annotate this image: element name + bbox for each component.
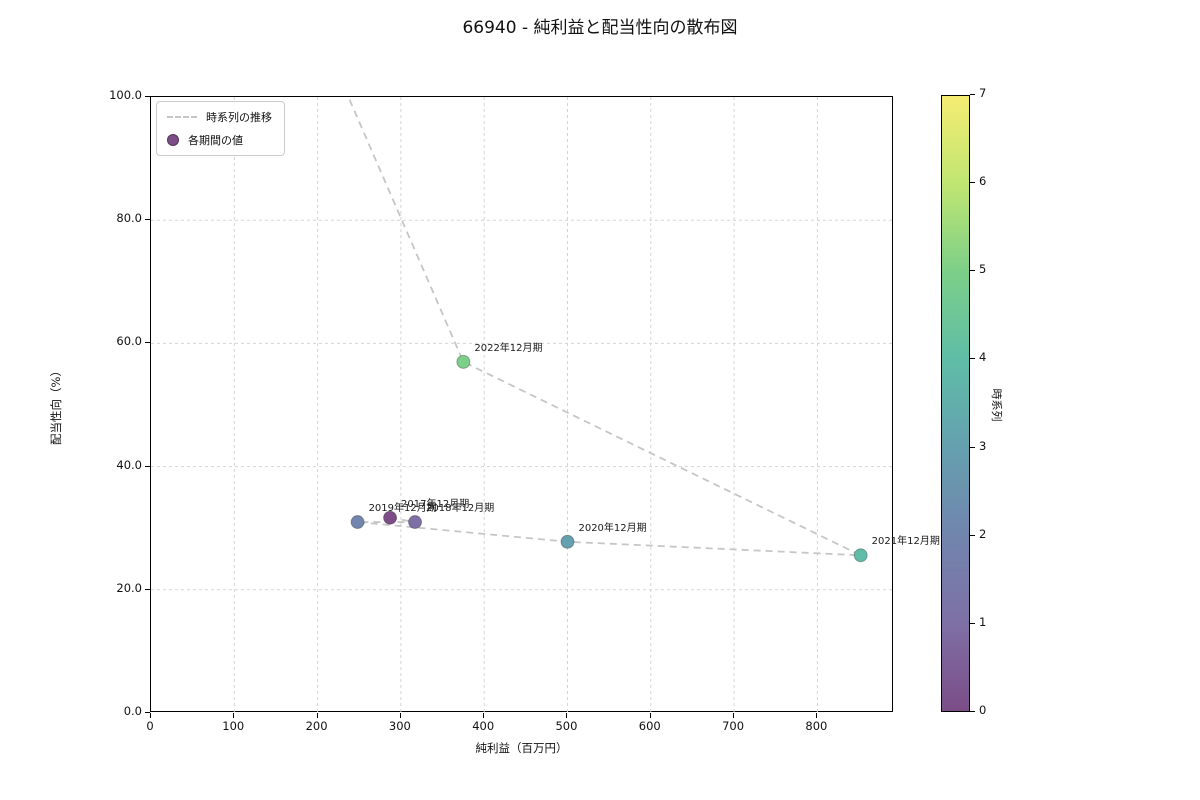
colorbar-tick-label: 6 [979,174,987,189]
colorbar-tick-mark [970,622,975,624]
x-tick-mark [566,713,568,718]
legend: 時系列の推移 各期間の値 [156,101,285,156]
data-point [408,515,423,530]
colorbar-tick-mark [970,270,975,272]
x-tick-label: 0 [146,719,154,733]
y-tick-mark [145,219,150,221]
colorbar-tick-label: 3 [979,438,987,453]
legend-line-label: 時系列の推移 [206,111,272,124]
x-tick-label: 500 [555,719,578,733]
x-tick-mark [316,713,318,718]
colorbar-tick-mark [970,358,975,360]
x-tick-label: 100 [222,719,245,733]
point-label: 2020年12月期 [578,522,647,534]
colorbar-tick-mark [970,711,975,712]
y-tick-mark [145,96,150,97]
x-tick-label: 700 [722,719,745,733]
scatter-marker-icon [167,134,179,146]
legend-point-label: 各期間の値 [188,134,243,147]
point-label: 2018年12月期 [426,503,495,515]
data-point [853,548,868,563]
colorbar-tick-mark [970,446,975,448]
y-tick-mark [145,588,150,590]
colorbar-tick-label: 5 [979,262,987,277]
point-label: 2022年12月期 [474,342,543,354]
x-tick-mark [733,713,735,718]
y-tick-label: 80.0 [116,211,142,226]
x-tick-mark [233,713,235,718]
point-label: 2021年12月期 [871,536,940,548]
x-tick-label: 800 [805,719,828,733]
x-tick-mark [483,713,485,718]
y-tick-mark [145,342,150,344]
legend-item-point: 各期間の値 [167,132,272,148]
x-tick-mark [816,713,818,718]
y-tick-label: 40.0 [116,457,142,472]
colorbar [941,95,970,712]
point-label: 2019年12月期 [368,503,437,515]
dashed-line-icon [167,116,197,118]
data-point [456,354,471,369]
y-tick-label: 100.0 [109,88,142,102]
colorbar-tick-label: 0 [979,703,987,717]
colorbar-tick-label: 4 [979,350,987,365]
colorbar-tick-mark [970,94,975,95]
x-tick-label: 400 [472,719,495,733]
chart-title: 66940 - 純利益と配当性向の散布図 [462,18,738,38]
colorbar-tick-mark [970,182,975,184]
x-tick-label: 200 [305,719,328,733]
plot-canvas [151,96,894,713]
y-tick-mark [145,712,150,713]
y-tick-mark [145,465,150,467]
x-tick-mark [150,713,151,718]
point-label: 2017年12月期 [401,498,470,510]
data-point [350,515,365,530]
x-tick-label: 300 [388,719,411,733]
plot-area [150,96,894,713]
colorbar-tick-mark [970,534,975,536]
x-tick-mark [649,713,651,718]
legend-item-line: 時系列の推移 [167,109,272,125]
y-tick-label: 20.0 [116,580,142,595]
x-axis-label: 純利益（百万円） [475,741,568,755]
colorbar-tick-label: 7 [979,86,987,100]
y-tick-label: 60.0 [116,334,142,349]
colorbar-tick-label: 2 [979,526,987,541]
y-tick-label: 0.0 [123,704,142,718]
x-tick-label: 600 [638,719,661,733]
data-point [383,510,398,525]
colorbar-tick-label: 1 [979,614,987,629]
trend-line [347,96,862,557]
colorbar-label: 時系列 [990,388,1003,422]
data-point [560,534,575,549]
x-tick-mark [399,713,401,718]
y-axis-label: 配当性向（%） [49,365,63,445]
